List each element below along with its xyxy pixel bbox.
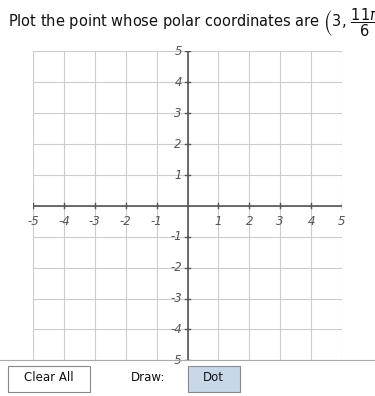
Text: -1: -1 xyxy=(170,230,182,243)
Text: -3: -3 xyxy=(170,292,182,305)
Text: 1: 1 xyxy=(174,169,182,181)
FancyBboxPatch shape xyxy=(8,366,90,392)
Text: Draw:: Draw: xyxy=(131,371,166,384)
Text: 3: 3 xyxy=(276,215,284,228)
Text: -2: -2 xyxy=(170,261,182,274)
Text: 2: 2 xyxy=(246,215,253,228)
Text: -5: -5 xyxy=(27,215,39,228)
Text: 5: 5 xyxy=(338,215,346,228)
Text: -3: -3 xyxy=(89,215,101,228)
FancyBboxPatch shape xyxy=(188,366,240,392)
Text: Plot the point whose polar coordinates are $\left(3,\,\dfrac{11\pi}{6}\right)$.: Plot the point whose polar coordinates a… xyxy=(8,7,375,40)
Text: -4: -4 xyxy=(170,323,182,336)
Text: -2: -2 xyxy=(120,215,132,228)
Text: 2: 2 xyxy=(174,138,182,150)
Text: 3: 3 xyxy=(174,107,182,120)
Text: -4: -4 xyxy=(58,215,70,228)
Text: 4: 4 xyxy=(174,76,182,89)
Text: -5: -5 xyxy=(170,354,182,367)
Text: Dot: Dot xyxy=(203,371,224,384)
Text: 4: 4 xyxy=(307,215,315,228)
Text: -1: -1 xyxy=(151,215,162,228)
Text: 1: 1 xyxy=(214,215,222,228)
Text: Clear All: Clear All xyxy=(24,371,74,384)
Text: 5: 5 xyxy=(174,45,182,58)
